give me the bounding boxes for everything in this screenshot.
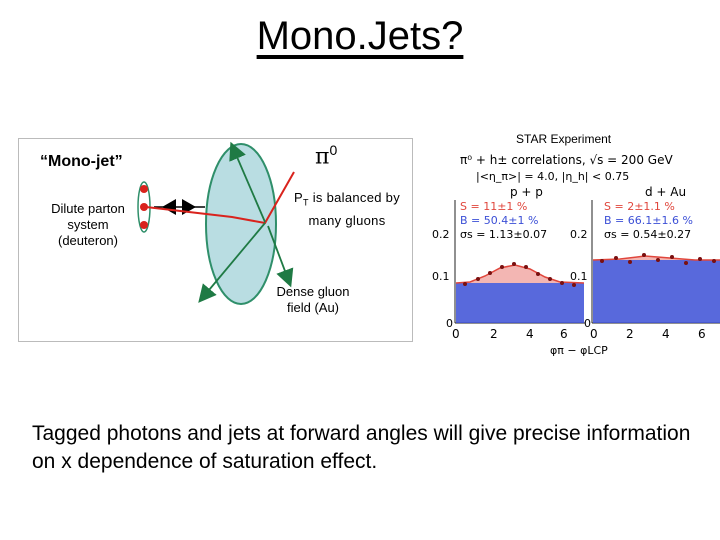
pi-symbol: π	[315, 144, 330, 170]
star-experiment-label: STAR Experiment	[516, 132, 612, 146]
parton-dot	[140, 185, 148, 193]
parton-dot	[140, 203, 148, 211]
right-xtick: 0	[590, 327, 598, 341]
diagram-frame	[18, 138, 413, 342]
left-xtick: 2	[490, 327, 498, 341]
panel-right-title: d + Au	[645, 185, 686, 199]
plot-header: π⁰ + h± correlations, √s = 200 GeV	[460, 153, 673, 167]
slide-title: Mono.Jets?	[256, 14, 464, 58]
pt-p: P	[293, 190, 303, 205]
pt-balance-label: PT is balanced by many gluons	[287, 189, 407, 229]
pi-superscript: 0	[329, 142, 338, 158]
panel-left-title: p + p	[510, 185, 543, 199]
panel-right: S = 2±1.1 % B = 66.1±1.6 % σs = 0.54±0.2…	[570, 200, 720, 341]
dilute-parton-label: Dilute parton system (deuteron)	[51, 201, 125, 248]
right-xtick: 2	[626, 327, 634, 341]
right-ytick: 0	[584, 317, 591, 330]
left-background-fill	[456, 283, 584, 323]
gluon-arrow	[267, 225, 294, 288]
left-xtick: 4	[526, 327, 534, 341]
beam-arrowhead-left	[162, 199, 176, 215]
left-xtick: 0	[452, 327, 460, 341]
right-stat-sigma: σs = 0.54±0.27	[604, 228, 691, 241]
right-data-points	[600, 253, 716, 265]
gluon-arrow	[229, 141, 266, 223]
star-correlation-plot: π⁰ + h± correlations, √s = 200 GeV |<η_π…	[432, 153, 720, 357]
panel-left: S = 11±1 % B = 50.4±1 % σs = 1.13±0.07 0…	[432, 200, 585, 341]
pi0-label: π0	[315, 142, 337, 169]
right-stat-s: S = 2±1.1 %	[604, 200, 675, 213]
pt-sub: T	[302, 197, 309, 208]
plot-header-2: |<η_π>| = 4.0, |η_h| < 0.75	[476, 170, 629, 183]
left-stat-sigma: σs = 1.13±0.07	[460, 228, 547, 241]
left-ytick: 0.1	[432, 270, 450, 283]
plot-xlabel: φπ − φLCP	[550, 344, 608, 357]
parton-dot	[140, 221, 148, 229]
dense-gluon-label: Dense gluon field (Au)	[276, 284, 350, 315]
gluon-arrow	[198, 222, 266, 303]
right-ytick: 0.2	[570, 228, 588, 241]
right-xtick: 4	[662, 327, 670, 341]
slide-caption: Tagged photons and jets at forward angle…	[32, 422, 691, 473]
left-stat-s: S = 11±1 %	[460, 200, 527, 213]
pt-rest: is balanced by many gluons	[308, 190, 401, 228]
left-ytick: 0.2	[432, 228, 450, 241]
left-ytick: 0	[446, 317, 453, 330]
right-ytick: 0.1	[570, 270, 588, 283]
mono-jet-label: “Mono-jet”	[40, 153, 123, 170]
jet-line	[145, 171, 295, 225]
right-background-fill	[593, 260, 720, 323]
left-data-points	[463, 262, 576, 287]
left-xtick: 6	[560, 327, 568, 341]
right-xtick: 6	[698, 327, 706, 341]
left-stat-b: B = 50.4±1 %	[460, 214, 538, 227]
left-signal-fill	[456, 265, 584, 283]
right-stat-b: B = 66.1±1.6 %	[604, 214, 693, 227]
